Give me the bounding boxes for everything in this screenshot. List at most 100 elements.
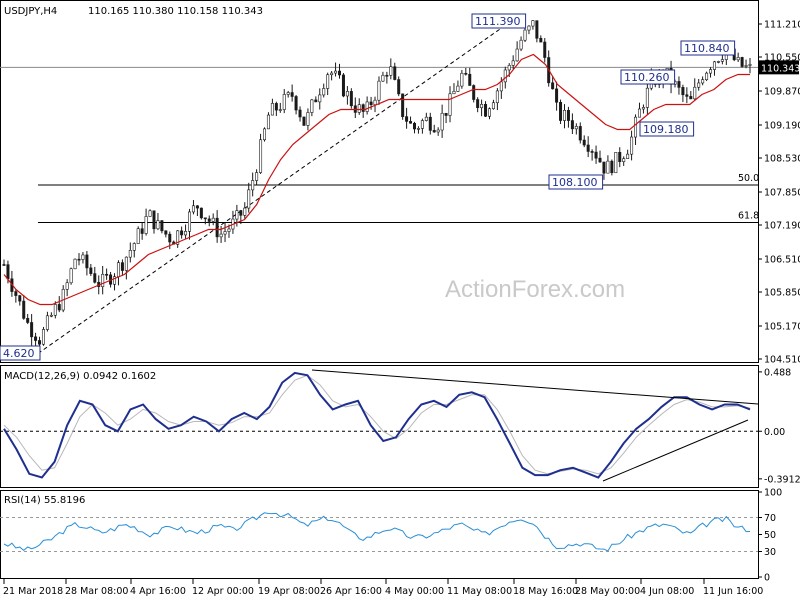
macd-y-tick-label: -0.3912: [764, 474, 800, 485]
candle-body: [385, 74, 389, 77]
candle-body: [507, 65, 511, 71]
candle-body: [334, 70, 338, 74]
dashed-trendline: [37, 14, 521, 354]
candle-body: [176, 230, 180, 245]
macd-upper-trendline: [311, 369, 759, 405]
rsi-plot: [0, 512, 758, 552]
candle-body: [748, 64, 752, 66]
candle-body: [255, 172, 259, 181]
candle-body: [81, 254, 85, 260]
price-label: 4.620: [3, 347, 35, 360]
candle-body: [535, 20, 539, 39]
candle-body: [487, 108, 491, 117]
candle-body: [598, 157, 602, 163]
candle-body: [373, 99, 377, 105]
candle-body: [199, 207, 203, 219]
price-label-box: [639, 121, 695, 137]
candle-body: [191, 205, 195, 213]
candle-body: [448, 93, 452, 116]
candle-body: [637, 108, 641, 118]
candle-body: [641, 107, 645, 110]
candle-body: [397, 79, 401, 95]
candle-body: [338, 70, 342, 76]
candle-body: [160, 220, 164, 232]
candle-body: [128, 250, 132, 258]
candle-body: [689, 96, 693, 100]
candle-body: [136, 228, 140, 244]
candle-body: [468, 73, 472, 86]
candle-body: [393, 66, 397, 80]
price-label-box: [0, 345, 41, 361]
candle-body: [464, 72, 468, 75]
candle-body: [322, 88, 326, 96]
price-panel: [0, 0, 759, 363]
candle-body: [89, 267, 93, 274]
candle-body: [440, 112, 444, 131]
candle-body: [412, 122, 416, 130]
candle-body: [38, 340, 42, 345]
candle-body: [681, 87, 685, 96]
candle-body: [736, 57, 740, 61]
price-label: 108.100: [552, 176, 598, 189]
candle-body: [101, 273, 105, 287]
x-tick-label: 19 Apr 08:00: [258, 586, 320, 597]
candle-body: [377, 80, 381, 101]
candle-body: [357, 104, 361, 113]
candle-body: [420, 120, 424, 129]
candle-body: [480, 104, 484, 109]
candle-body: [120, 262, 124, 271]
candle-body: [302, 116, 306, 126]
candle-body: [720, 59, 724, 62]
candle-body: [148, 210, 152, 217]
fib-label: 50.0: [738, 173, 759, 184]
candle-body: [405, 116, 409, 122]
candle-body: [361, 104, 365, 112]
candle-body: [476, 99, 480, 109]
candle-body: [266, 114, 270, 130]
candle-body: [6, 264, 10, 280]
candle-body: [618, 152, 622, 162]
candle-body: [152, 210, 156, 230]
price-y-tick-label: 111.210: [764, 20, 800, 31]
candle-body: [247, 189, 251, 209]
price-label: 109.180: [643, 123, 689, 136]
candle-body: [140, 228, 144, 234]
candle-body: [144, 216, 148, 234]
price-label-box: [620, 69, 676, 85]
macd-lower-trendline: [602, 419, 749, 482]
rsi-y-tick-label: 0: [764, 573, 770, 584]
macd-panel: [0, 365, 759, 488]
x-tick-label: 12 Apr 00:00: [192, 586, 254, 597]
candle-body: [484, 104, 488, 117]
candle-body: [409, 121, 413, 124]
candle-body: [259, 139, 263, 173]
candle-body: [113, 276, 117, 285]
candle-body: [515, 48, 519, 62]
candle-body: [511, 60, 515, 66]
candle-body: [389, 66, 393, 76]
x-tick-label: 18 May 16:00: [513, 586, 578, 597]
candle-body: [116, 262, 120, 278]
candle-body: [286, 92, 290, 95]
candle-body: [294, 96, 298, 111]
x-tick-label: 4 Apr 16:00: [130, 586, 186, 597]
candle-body: [594, 151, 598, 159]
candle-body: [523, 29, 527, 41]
candle-body: [527, 25, 531, 31]
price-y-tick-label: 108.530: [764, 154, 800, 165]
candle-body: [582, 139, 586, 146]
candle-body: [495, 90, 499, 104]
candle-body: [716, 61, 720, 63]
candle-body: [211, 217, 215, 222]
candle-body: [341, 74, 345, 97]
candle-body: [705, 72, 709, 80]
candle-body: [345, 91, 349, 97]
candle-body: [223, 231, 227, 235]
candle-body: [156, 220, 160, 230]
candle-body: [503, 69, 507, 83]
x-tick-label: 4 Jun 08:00: [640, 586, 694, 597]
candle-body: [278, 109, 282, 111]
candle-body: [365, 101, 369, 112]
candle-body: [85, 254, 89, 269]
